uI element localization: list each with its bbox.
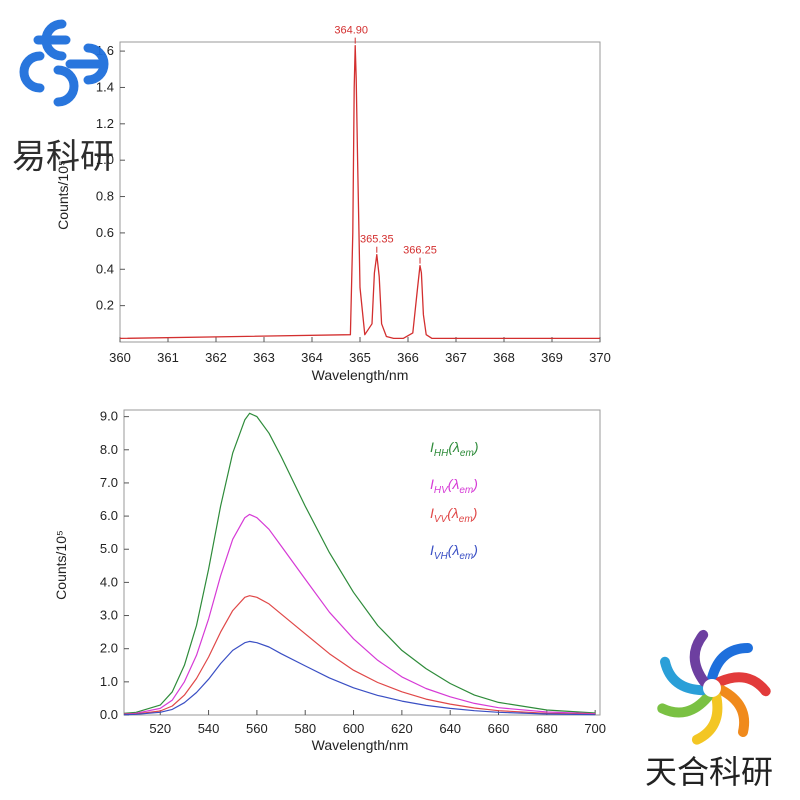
- legend-text-part: HH: [434, 448, 449, 459]
- legend-text-part: ): [471, 505, 478, 521]
- legend-text-part: (λ: [447, 505, 459, 521]
- legend-text-part: ): [471, 476, 478, 492]
- yikeyan-wordmark: 易科研: [12, 137, 114, 177]
- top-x-tick-label: 365: [349, 350, 371, 365]
- legend-text-part: I: [430, 505, 434, 521]
- bottom-y-tick-label: 8.0: [100, 442, 118, 457]
- bottom-y-tick-label: 3.0: [100, 608, 118, 623]
- bottom-polarization-chart: 520 540 560 580 600 620 640 660 680 700 0.0 1.0 2.0 3…: [53, 409, 606, 753]
- legend-text-part: I: [430, 542, 434, 558]
- legend-text-part: (λ: [448, 542, 460, 558]
- bottom-series-line-vh: [123, 640, 596, 716]
- top-y-tick-label: 1.2: [96, 116, 114, 131]
- top-x-tick-label: 370: [589, 350, 611, 365]
- top-peak-label: 365.35: [360, 234, 394, 246]
- legend-text-part: VH: [434, 551, 449, 562]
- legend-text-part: I: [430, 476, 434, 492]
- bottom-plot-frame: [123, 409, 601, 716]
- watermark-yikeyan: 易科研: [12, 19, 114, 177]
- top-axis-ticks: 360 361 362 363 364 365 366 367 368 369 370 0.2 0.4 0…: [96, 43, 611, 365]
- bottom-y-tick-label: 7.0: [100, 475, 118, 490]
- bottom-x-tick-label: 600: [343, 721, 365, 736]
- bottom-x-tick-label: 640: [439, 721, 461, 736]
- top-y-tick-label: 0.4: [96, 261, 114, 276]
- top-x-tick-label: 369: [541, 350, 563, 365]
- top-x-tick-label: 368: [493, 350, 515, 365]
- bottom-series-line-hv: [123, 513, 596, 715]
- bottom-x-tick-label: 520: [149, 721, 171, 736]
- pinwheel-blade: [707, 643, 753, 683]
- legend-text-part: HV: [434, 485, 449, 496]
- bottom-axis-ticks: 520 540 560 580 600 620 640 660 680 700 0.0 1.0 2.0 3…: [100, 409, 606, 736]
- bottom-y-axis-label: Counts/10⁵: [53, 530, 69, 600]
- top-x-tick-label: 360: [109, 350, 131, 365]
- top-x-tick-label: 367: [445, 350, 467, 365]
- legend-text-part: (λ: [448, 439, 460, 455]
- tianhe-wordmark: 天合科研: [645, 753, 773, 791]
- tianhe-pinwheel-icon: [657, 629, 771, 745]
- pinwheel-blade: [691, 692, 723, 745]
- top-y-tick-label: 0.2: [96, 298, 114, 313]
- bottom-x-tick-label: 540: [198, 721, 220, 736]
- top-x-tick-label: 363: [253, 350, 275, 365]
- pinwheel-blade: [657, 692, 713, 718]
- bottom-series-line-hh: [123, 412, 596, 714]
- pinwheel-blade: [714, 672, 771, 697]
- top-spectrum-chart: 360 361 362 363 364 365 366 367 368 369 370 0.2 0.4 0…: [55, 25, 611, 383]
- bottom-y-tick-label: 2.0: [100, 641, 118, 656]
- top-peak-label: 364.90: [334, 25, 368, 37]
- bottom-y-tick-label: 1.0: [100, 674, 118, 689]
- pinwheel-blade: [659, 656, 708, 696]
- legend-text-part: VV: [434, 514, 449, 525]
- top-x-tick-label: 362: [205, 350, 227, 365]
- top-y-tick-label: 1.4: [96, 79, 114, 94]
- top-series-group: [119, 44, 600, 340]
- legend-entry-hv: IHV(λem): [430, 476, 478, 496]
- legend-text-part: em: [460, 448, 474, 459]
- bottom-x-tick-label: 560: [246, 721, 268, 736]
- watermark-tianhekeyan: 天合科研: [645, 629, 773, 791]
- top-plot-frame: [119, 41, 601, 343]
- bottom-series-line-vv: [123, 595, 596, 715]
- bottom-legend: IHH(λem)IHV(λem)IVV(λem)IVH(λem): [430, 439, 478, 562]
- bottom-y-tick-label: 6.0: [100, 508, 118, 523]
- legend-text-part: em: [459, 551, 473, 562]
- legend-entry-hh: IHH(λem): [430, 439, 478, 459]
- bottom-y-tick-label: 0.0: [100, 707, 118, 722]
- legend-text-part: I: [430, 439, 434, 455]
- yikeyan-logo-icon: [19, 19, 109, 107]
- legend-text-part: em: [459, 485, 473, 496]
- top-x-tick-label: 364: [301, 350, 323, 365]
- bottom-series-group: [123, 412, 596, 716]
- top-x-axis-label: Wavelength/nm: [312, 367, 409, 383]
- top-y-axis-label: Counts/10⁵: [55, 160, 71, 230]
- bottom-x-tick-label: 620: [391, 721, 413, 736]
- bottom-y-tick-label: 4.0: [100, 574, 118, 589]
- bottom-x-tick-label: 660: [488, 721, 510, 736]
- bottom-x-tick-label: 680: [536, 721, 558, 736]
- legend-text-part: (λ: [448, 476, 460, 492]
- legend-entry-vv: IVV(λem): [430, 505, 477, 525]
- bottom-y-tick-label: 9.0: [100, 409, 118, 424]
- legend-text-part: ): [471, 542, 478, 558]
- top-series-line: [119, 44, 600, 340]
- top-x-tick-label: 361: [157, 350, 179, 365]
- top-x-tick-label: 366: [397, 350, 419, 365]
- legend-text-part: ): [472, 439, 479, 455]
- top-y-tick-label: 1.0: [96, 152, 114, 167]
- pinwheel-center: [703, 679, 721, 697]
- bottom-x-tick-label: 700: [584, 721, 606, 736]
- top-y-tick-label: 0.6: [96, 225, 114, 240]
- top-peak-annotations: 364.90 365.35 366.25: [334, 25, 437, 264]
- legend-text-part: em: [459, 514, 473, 525]
- top-peak-label: 366.25: [403, 245, 437, 257]
- bottom-y-tick-label: 5.0: [100, 541, 118, 556]
- bottom-x-axis-label: Wavelength/nm: [312, 737, 409, 753]
- top-y-tick-label: 0.8: [96, 189, 114, 204]
- bottom-x-tick-label: 580: [294, 721, 316, 736]
- pinwheel-blade: [716, 685, 750, 737]
- legend-entry-vh: IVH(λem): [430, 542, 478, 562]
- pinwheel-blade: [689, 629, 710, 687]
